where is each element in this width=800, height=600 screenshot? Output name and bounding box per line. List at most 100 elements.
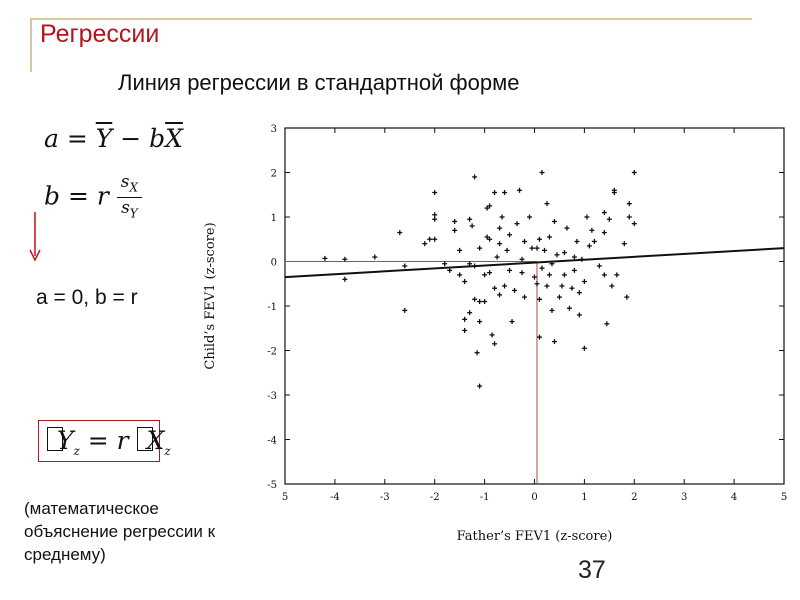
- data-point: [467, 216, 473, 222]
- x-axis-label: Father’s FEV1 (z-score): [457, 529, 613, 544]
- data-point: [576, 312, 582, 318]
- data-point: [509, 319, 515, 325]
- y-tick-label: -5: [267, 480, 277, 491]
- x-tick-label: -2: [430, 492, 440, 503]
- data-point: [626, 214, 632, 220]
- data-point: [507, 267, 513, 273]
- data-point: [541, 247, 547, 253]
- reference-lines: [285, 261, 538, 484]
- data-point: [519, 256, 525, 262]
- y-tick-label: 3: [271, 124, 277, 135]
- data-point: [596, 263, 602, 269]
- note-line-3: среднему): [24, 545, 106, 564]
- y-tick-label: -1: [267, 302, 277, 313]
- note-line-1: (математическое: [24, 499, 159, 518]
- data-point: [556, 294, 562, 300]
- data-point: [402, 307, 408, 313]
- data-point: [534, 281, 540, 287]
- data-point: [427, 236, 433, 242]
- data-point: [561, 250, 567, 256]
- data-point: [522, 238, 528, 244]
- data-point: [581, 345, 587, 351]
- data-point: [469, 223, 475, 229]
- y-tick-label: 2: [271, 169, 277, 180]
- data-point: [457, 272, 463, 278]
- slide-subtitle: Линия регрессии в стандартной форме: [118, 70, 520, 95]
- data-point: [576, 290, 582, 296]
- data-point: [546, 234, 552, 240]
- regression-line: [284, 247, 785, 279]
- data-point: [546, 272, 552, 278]
- x-tick-label: -1: [480, 492, 490, 503]
- data-point: [574, 238, 580, 244]
- data-point: [487, 236, 493, 242]
- data-point: [631, 221, 637, 227]
- data-point: [502, 190, 508, 196]
- data-point: [482, 272, 488, 278]
- scatter-points: [322, 170, 637, 389]
- data-point: [342, 256, 348, 262]
- data-point: [549, 307, 555, 313]
- x-tick-label: 0: [531, 492, 537, 503]
- data-point: [497, 241, 503, 247]
- data-point: [559, 283, 565, 289]
- x-tick-label: 3: [681, 492, 687, 503]
- slide-title: Регрессии: [40, 20, 160, 48]
- data-point: [452, 227, 458, 233]
- data-point: [522, 294, 528, 300]
- data-point: [482, 299, 488, 305]
- data-point: [397, 230, 403, 236]
- data-point: [626, 201, 632, 207]
- data-point: [477, 383, 483, 389]
- data-point: [497, 292, 503, 298]
- data-point: [517, 187, 523, 193]
- y-tick-label: 0: [271, 258, 277, 269]
- data-point: [532, 274, 537, 280]
- data-point: [569, 285, 575, 291]
- data-point: [564, 225, 570, 231]
- x-tick-label: 5: [282, 492, 288, 503]
- data-point: [472, 174, 478, 180]
- data-point: [467, 310, 473, 316]
- data-point: [499, 214, 505, 220]
- y-tick-label: -3: [267, 391, 277, 402]
- data-point: [566, 305, 572, 311]
- x-tick-label: 4: [731, 492, 737, 503]
- data-point: [322, 255, 328, 261]
- data-point: [539, 265, 545, 271]
- data-point: [487, 203, 493, 209]
- data-point: [591, 238, 597, 244]
- data-point: [631, 170, 637, 175]
- data-point: [494, 254, 500, 260]
- explanation-note: (математическое объяснение регрессии к с…: [24, 497, 294, 566]
- data-point: [477, 245, 483, 251]
- data-point: [342, 276, 348, 282]
- data-point: [462, 279, 468, 285]
- data-point: [606, 216, 612, 222]
- y-tick-label: -4: [267, 436, 277, 447]
- data-point: [561, 272, 567, 278]
- data-point: [492, 341, 498, 347]
- data-point: [502, 283, 508, 289]
- data-point: [492, 190, 498, 196]
- data-point: [529, 245, 535, 251]
- down-arrow-icon: [29, 212, 41, 262]
- data-point: [514, 221, 520, 227]
- data-point: [512, 287, 518, 293]
- data-point: [432, 216, 438, 222]
- y-tick-label: -2: [267, 347, 277, 358]
- data-point: [544, 283, 550, 289]
- data-point: [474, 350, 480, 356]
- data-point: [489, 332, 495, 338]
- data-point: [447, 267, 453, 273]
- data-point: [551, 218, 557, 224]
- data-point: [621, 241, 627, 247]
- data-point: [504, 247, 510, 253]
- y-tick-label: 1: [271, 213, 277, 224]
- data-point: [497, 225, 503, 231]
- tick-group: 5 -4 -3 -2 -1 0 1 2 3 4 5 3 2 1 0 -1 -2 -3 -4 -5: [267, 124, 787, 503]
- data-point: [551, 339, 557, 345]
- x-tick-label: 2: [631, 492, 637, 503]
- data-point: [601, 230, 607, 236]
- data-point: [442, 261, 448, 267]
